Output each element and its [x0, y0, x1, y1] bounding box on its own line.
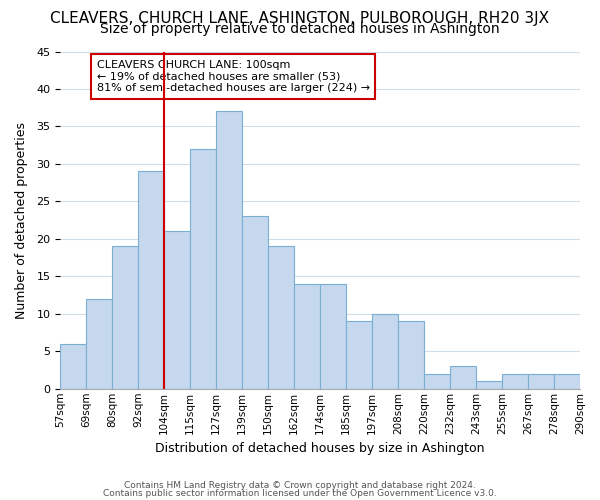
- Bar: [60, 344, 86, 389]
- Bar: [424, 374, 450, 389]
- Bar: [450, 366, 476, 389]
- Bar: [112, 246, 138, 389]
- Bar: [242, 216, 268, 389]
- Bar: [320, 284, 346, 389]
- Bar: [528, 374, 554, 389]
- Bar: [190, 149, 216, 389]
- Bar: [476, 382, 502, 389]
- Text: Contains HM Land Registry data © Crown copyright and database right 2024.: Contains HM Land Registry data © Crown c…: [124, 481, 476, 490]
- Bar: [138, 172, 164, 389]
- Bar: [216, 112, 242, 389]
- Bar: [268, 246, 294, 389]
- Bar: [554, 374, 580, 389]
- Bar: [164, 232, 190, 389]
- Bar: [502, 374, 528, 389]
- Bar: [398, 322, 424, 389]
- Bar: [294, 284, 320, 389]
- Text: CLEAVERS, CHURCH LANE, ASHINGTON, PULBOROUGH, RH20 3JX: CLEAVERS, CHURCH LANE, ASHINGTON, PULBOR…: [50, 11, 550, 26]
- Y-axis label: Number of detached properties: Number of detached properties: [15, 122, 28, 318]
- Text: Size of property relative to detached houses in Ashington: Size of property relative to detached ho…: [100, 22, 500, 36]
- Text: Contains public sector information licensed under the Open Government Licence v3: Contains public sector information licen…: [103, 488, 497, 498]
- X-axis label: Distribution of detached houses by size in Ashington: Distribution of detached houses by size …: [155, 442, 485, 455]
- Bar: [346, 322, 372, 389]
- Bar: [86, 299, 112, 389]
- Bar: [372, 314, 398, 389]
- Text: CLEAVERS CHURCH LANE: 100sqm
← 19% of detached houses are smaller (53)
81% of se: CLEAVERS CHURCH LANE: 100sqm ← 19% of de…: [97, 60, 370, 93]
